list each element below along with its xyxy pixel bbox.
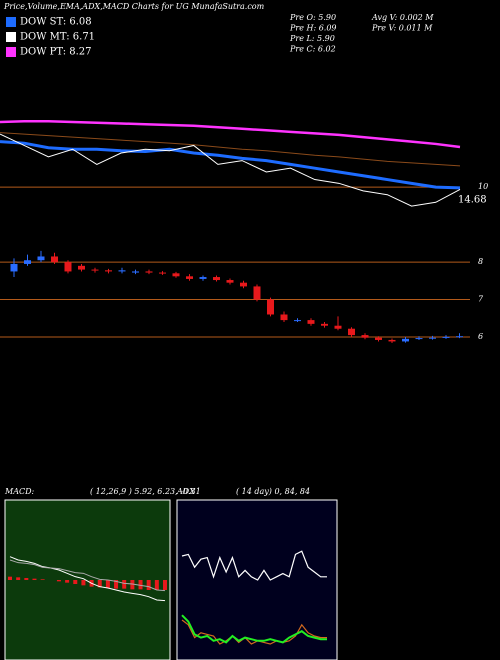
histogram-bar xyxy=(130,580,135,590)
chart-title: Price,Volume,EMA,ADX,MACD Charts for UG … xyxy=(3,2,265,11)
histogram-bar xyxy=(81,580,86,586)
histogram-bar xyxy=(122,580,127,589)
histogram-bar xyxy=(114,580,119,589)
candle-body xyxy=(294,320,301,322)
adx-line xyxy=(181,550,327,581)
candle-body xyxy=(280,314,288,321)
legend-label: DOW PT: 8.27 xyxy=(20,47,92,58)
legend-label: DOW MT: 6.71 xyxy=(20,32,95,43)
ema-line xyxy=(0,132,461,167)
y-tick-label: 7 xyxy=(478,295,484,304)
panel-title: MACD: xyxy=(4,487,35,496)
legend-swatch xyxy=(6,47,16,57)
histogram-bar xyxy=(56,580,61,582)
candle-body xyxy=(388,339,396,342)
candle-body xyxy=(348,328,355,336)
candle-body xyxy=(253,286,261,300)
candle-body xyxy=(199,277,207,279)
candle-body xyxy=(91,269,99,271)
legend-swatch xyxy=(6,17,16,27)
candle-body xyxy=(159,272,166,274)
histogram-bar xyxy=(40,579,45,580)
legend-label: DOW ST: 6.08 xyxy=(20,17,92,28)
histogram-bar xyxy=(138,580,143,590)
ema-line xyxy=(0,133,461,207)
adx-line xyxy=(181,614,327,644)
stat-label: Pre H: 6.09 xyxy=(289,24,337,33)
stat-label: Pre V: 0.011 M xyxy=(371,24,433,33)
stat-label: Pre O: 5.90 xyxy=(289,13,336,22)
histogram-bar xyxy=(163,580,167,590)
candle-body xyxy=(51,256,58,263)
histogram-bar xyxy=(24,578,29,580)
candle-body xyxy=(64,262,72,272)
y-tick-label: 8 xyxy=(478,257,483,266)
macd-line xyxy=(9,556,166,602)
candle-body xyxy=(226,280,234,283)
panel xyxy=(4,499,171,660)
candle-body xyxy=(78,265,85,270)
macd-line xyxy=(9,559,166,592)
candle-body xyxy=(415,338,423,340)
stat-label: Pre C: 6.02 xyxy=(289,45,336,54)
histogram-bar xyxy=(105,580,110,588)
ema-line xyxy=(0,140,461,190)
candle-body xyxy=(10,263,18,272)
candle-body xyxy=(105,270,112,272)
histogram-bar xyxy=(65,580,70,583)
candle-body xyxy=(132,271,139,273)
candle-body xyxy=(145,271,153,273)
histogram-bar xyxy=(16,577,21,580)
panel-subtitle: ( 12,26,9 ) 5.92, 6.23, -0.31 xyxy=(90,487,201,496)
candle-body xyxy=(402,338,409,342)
candle-body xyxy=(172,273,180,277)
candle-body xyxy=(375,337,382,340)
candle-body xyxy=(429,337,436,339)
y-tick-label: 10 xyxy=(478,182,488,191)
ema-line xyxy=(0,119,461,149)
candle-body xyxy=(118,270,126,272)
stat-label: Avg V: 0.002 M xyxy=(371,13,434,22)
histogram-bar xyxy=(154,580,159,590)
candle-body xyxy=(24,260,31,264)
candle-body xyxy=(240,282,247,287)
candle-body xyxy=(442,336,450,338)
candle-body xyxy=(213,277,220,281)
histogram-bar xyxy=(32,578,37,580)
candle-body xyxy=(361,335,369,338)
candle-body xyxy=(186,276,193,279)
annotation: 14.68 xyxy=(458,195,487,206)
candle-body xyxy=(321,323,328,326)
candle-body xyxy=(307,320,315,324)
candle-body xyxy=(267,299,274,315)
histogram-bar xyxy=(146,580,151,590)
candle-body xyxy=(37,256,45,261)
histogram-bar xyxy=(8,576,12,580)
candle-body xyxy=(334,325,342,329)
y-tick-label: 6 xyxy=(478,332,483,341)
adx-line xyxy=(181,619,327,645)
candle-body xyxy=(456,336,463,338)
panel-subtitle: ( 14 day) 0, 84, 84 xyxy=(236,487,310,496)
histogram-bar xyxy=(97,580,102,588)
stat-label: Pre L: 5.90 xyxy=(289,34,335,43)
legend-swatch xyxy=(6,32,16,42)
histogram-bar xyxy=(73,580,78,584)
panel-title: ADX xyxy=(176,487,195,496)
